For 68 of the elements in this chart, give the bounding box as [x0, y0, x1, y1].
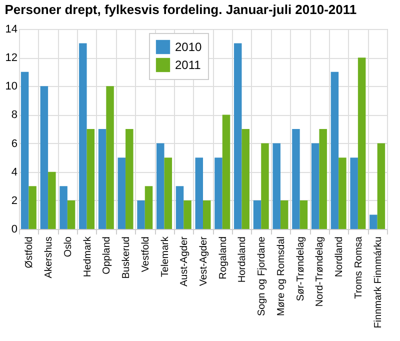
bar [358, 58, 366, 229]
chart-title: Personer drept, fylkesvis fordeling. Januar-juli 2010-2011 [4, 2, 357, 17]
bar [79, 43, 87, 229]
x-tick-label: Finnmark Finnmárku [372, 236, 384, 328]
bar [280, 200, 288, 229]
bar [311, 143, 320, 229]
bar [86, 129, 95, 229]
x-tick-label: Sør-Trøndelag [295, 236, 306, 302]
bar [261, 143, 269, 229]
x-tick-label: Nord-Trøndelag [314, 236, 326, 307]
bar [330, 72, 339, 229]
x-tick-label: Oslo [62, 236, 74, 258]
bar [350, 158, 358, 229]
bar [338, 158, 346, 229]
bar [214, 158, 222, 229]
bar [106, 86, 114, 229]
y-tick-label: 10 [5, 80, 18, 93]
bar [40, 86, 48, 229]
x-tick-label: Oppland [102, 236, 113, 274]
y-tick-label: 4 [11, 166, 18, 178]
bar [28, 186, 36, 229]
y-tick-label: 6 [11, 138, 18, 150]
x-tick-label: Telemark [160, 236, 171, 278]
x-tick-label: Nordland [334, 236, 346, 278]
x-tick-label: Akershus [44, 236, 55, 278]
y-tick-label: 2 [11, 194, 18, 207]
bar [234, 43, 242, 229]
y-tick-label: 0 [11, 224, 18, 236]
bar [195, 158, 203, 229]
x-tick-label: Vest-Agder [198, 236, 210, 286]
bar [176, 186, 184, 229]
bar [253, 200, 262, 229]
x-tick-label: Aust-Agder [179, 236, 190, 287]
bar [126, 129, 134, 229]
x-tick-label: Sogn og Fjordane [256, 236, 268, 316]
x-tick-label: Rogaland [218, 236, 229, 280]
bar [67, 200, 76, 229]
bar [98, 129, 106, 229]
x-tick-label: Møre og Romsdal [276, 236, 287, 316]
bar [156, 143, 164, 229]
y-tick-label: 12 [5, 52, 18, 64]
bar [300, 200, 308, 229]
bar [118, 158, 126, 229]
x-tick-label: Troms Romsa [353, 236, 364, 299]
bar [184, 200, 192, 229]
bar [319, 129, 327, 229]
bar [164, 158, 172, 229]
y-tick-label: 14 [5, 24, 18, 36]
bar [377, 143, 386, 229]
x-tick-label: Hordaland [237, 236, 248, 283]
bar [292, 129, 300, 229]
bar [272, 143, 280, 229]
bar [242, 129, 250, 229]
legend-label: 2010 [175, 40, 202, 54]
bar [370, 214, 378, 229]
bar [144, 186, 153, 229]
x-tick-label: Østfold [24, 236, 36, 268]
bar [20, 72, 29, 229]
bar [203, 200, 211, 229]
bar [137, 200, 145, 229]
x-tick-label: Hedmark [82, 236, 94, 278]
legend-label: 2011 [175, 58, 202, 72]
x-tick-label: Buskerud [121, 236, 132, 279]
bar [60, 186, 68, 229]
bar [222, 114, 230, 229]
bar [48, 172, 56, 229]
x-tick-label: Vestfold [140, 236, 152, 272]
y-tick-label: 8 [11, 109, 18, 122]
